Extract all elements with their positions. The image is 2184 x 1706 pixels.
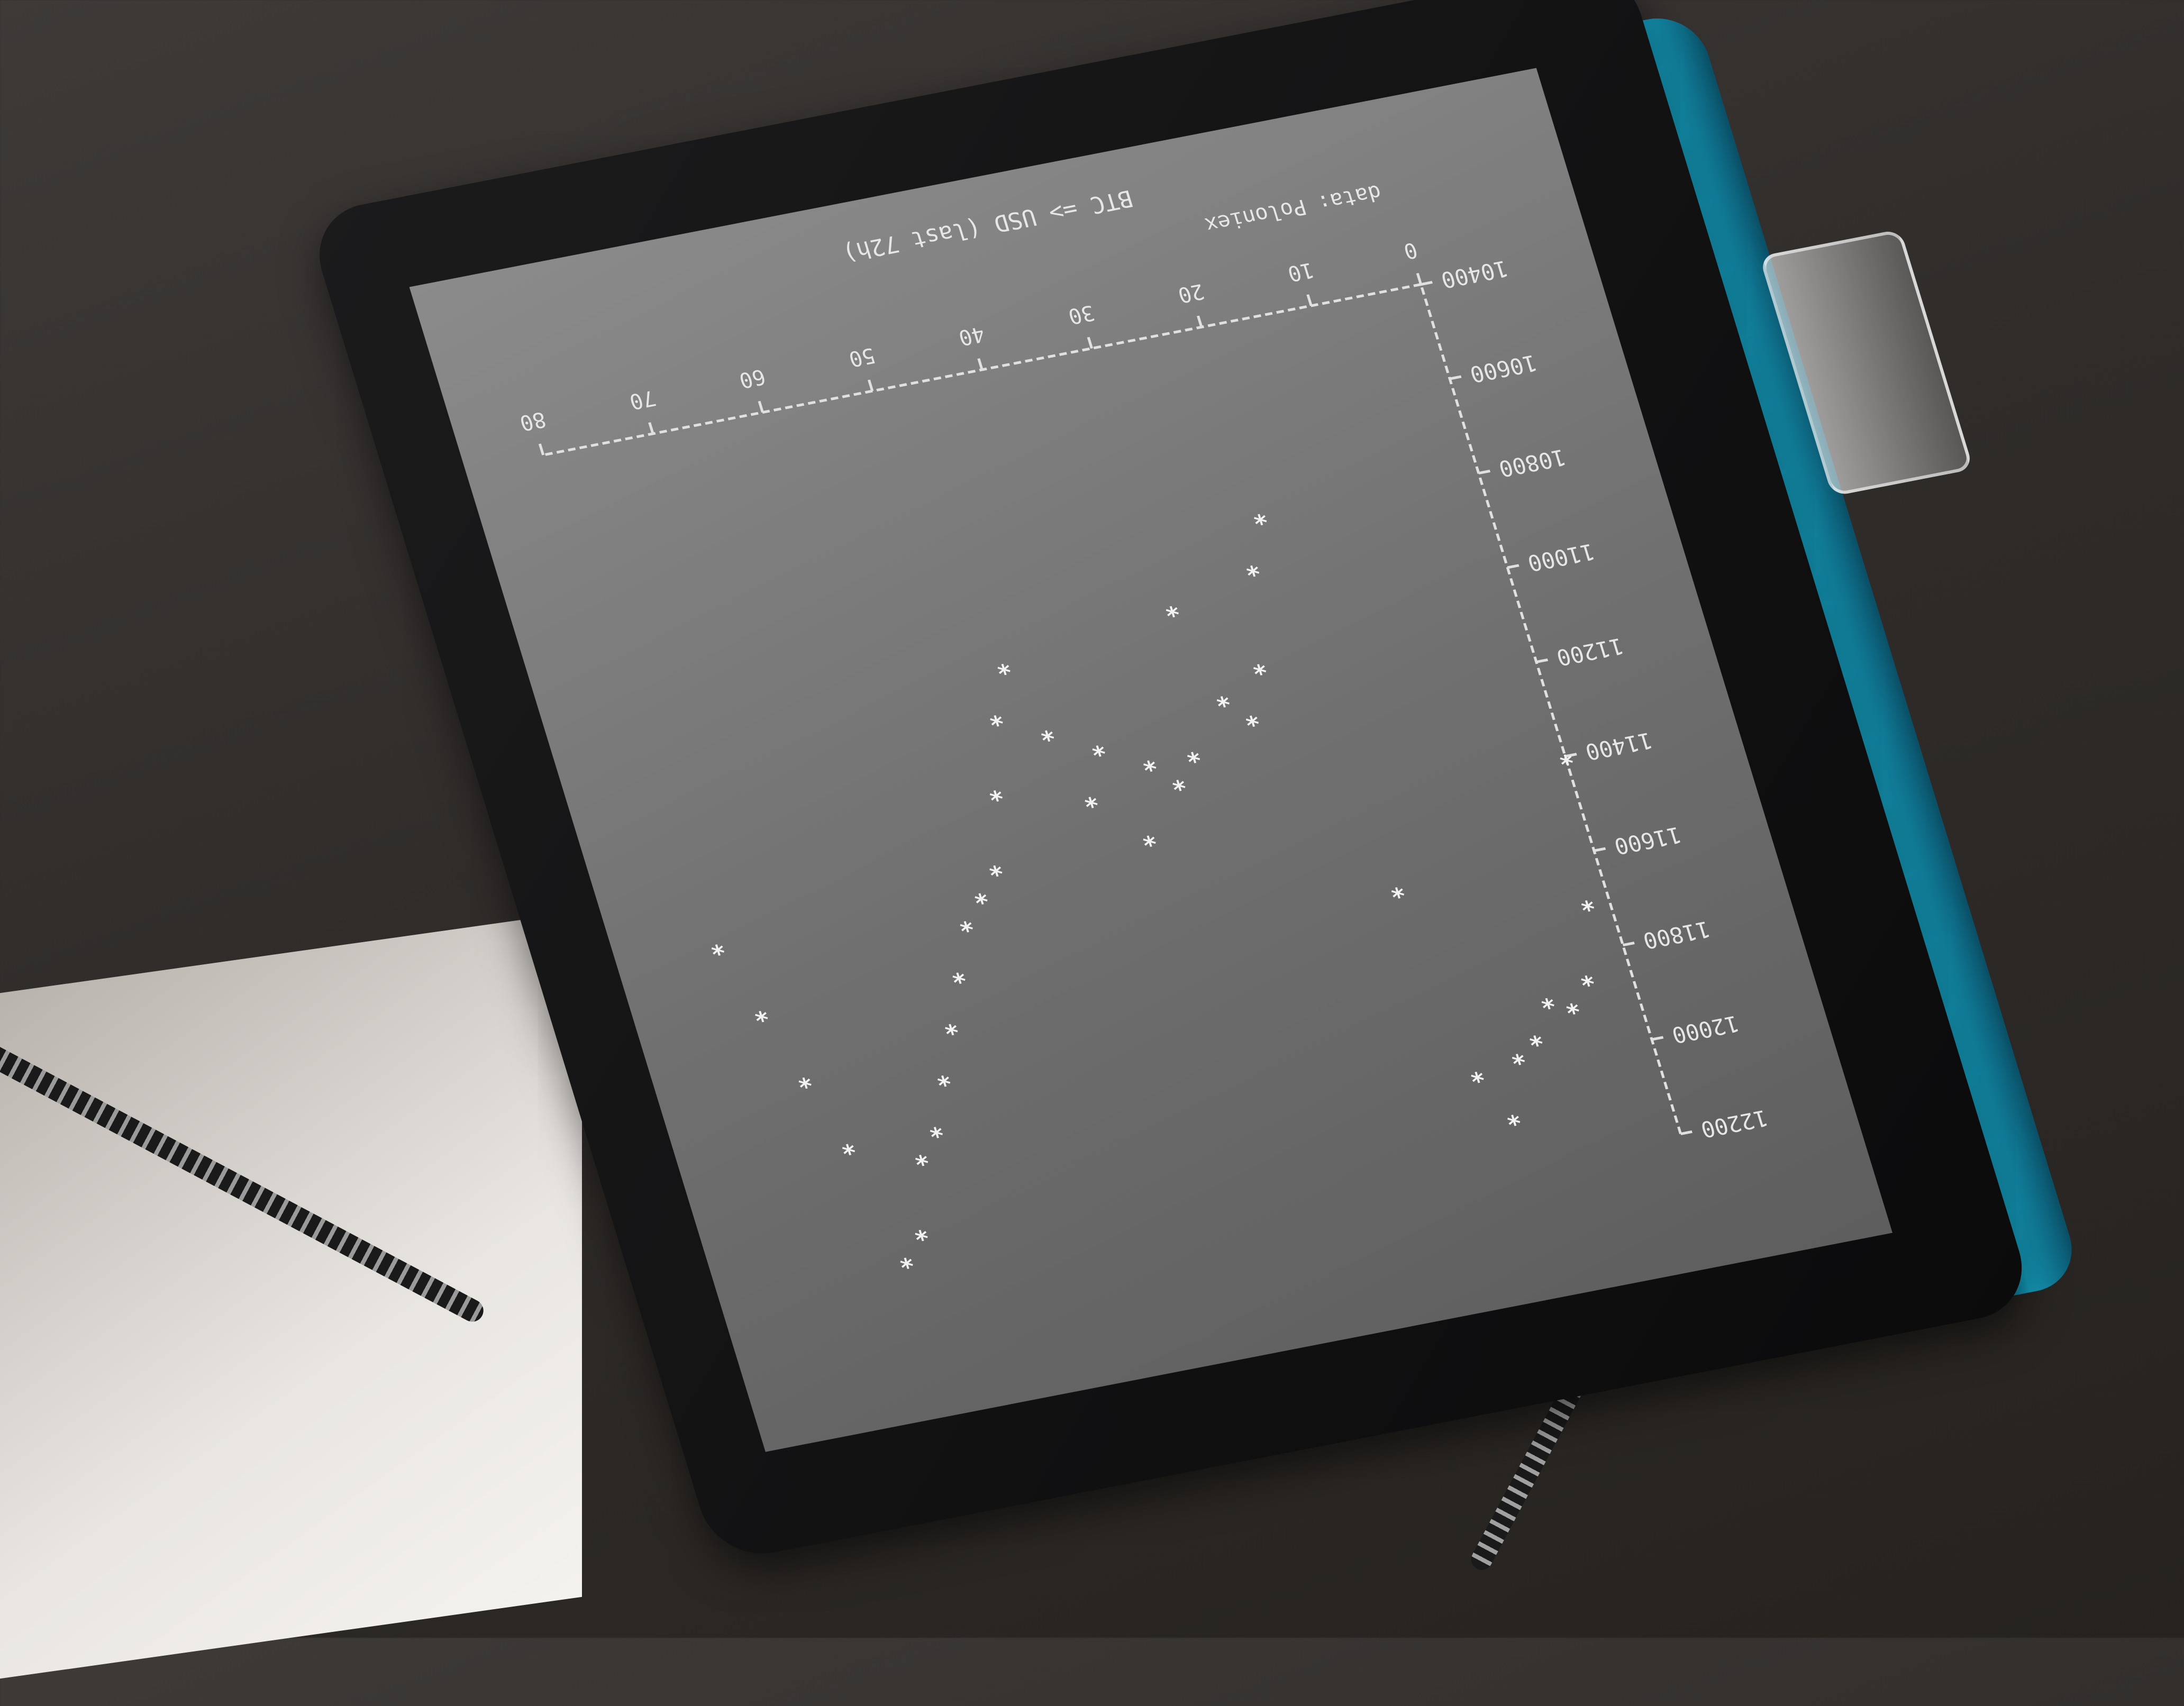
x-tick-label: 0 bbox=[1400, 238, 1420, 263]
data-point: * bbox=[1506, 1041, 1528, 1071]
data-point: * bbox=[1167, 767, 1189, 797]
y-axis-line bbox=[1419, 284, 1682, 1134]
x-tick-label: 10 bbox=[1285, 258, 1317, 286]
x-tick-mark bbox=[758, 400, 764, 413]
chart-axes bbox=[542, 283, 1682, 1134]
y-tick-label: 12200 bbox=[1698, 1105, 1771, 1143]
x-tick-mark bbox=[977, 358, 984, 370]
x-tick-mark bbox=[867, 379, 874, 391]
chart-source: data: Poloniex bbox=[1202, 180, 1384, 237]
y-tick-label: 11200 bbox=[1553, 633, 1626, 671]
display-bezel: 0 10 20 30 40 50 60 70 80 10400 10600 10800 11000 11… bbox=[305, 0, 2036, 1564]
y-tick-label: 11400 bbox=[1582, 727, 1655, 765]
data-point: * bbox=[931, 1062, 954, 1092]
x-tick-mark bbox=[1197, 315, 1203, 327]
data-point: * bbox=[836, 1130, 859, 1161]
data-point: * bbox=[1181, 738, 1204, 769]
data-point: * bbox=[894, 1244, 917, 1274]
data-point: * bbox=[939, 1011, 962, 1041]
data-point: * bbox=[1575, 887, 1598, 917]
y-tick-label: 11600 bbox=[1611, 822, 1684, 859]
background-wall bbox=[0, 911, 582, 1679]
data-point: * bbox=[749, 998, 771, 1028]
x-tick-label: 80 bbox=[517, 407, 549, 435]
y-tick-mark bbox=[1651, 1036, 1664, 1041]
data-point: * bbox=[909, 1142, 932, 1172]
x-tick-mark bbox=[1416, 273, 1423, 285]
data-point: * bbox=[1035, 717, 1058, 747]
y-tick-mark bbox=[1478, 469, 1491, 475]
data-point: * bbox=[705, 931, 728, 961]
data-point: * bbox=[1160, 593, 1182, 623]
chart-series: **************************************** bbox=[705, 501, 1598, 1275]
data-point: * bbox=[1079, 783, 1102, 814]
data-point: * bbox=[984, 852, 1006, 882]
data-point: * bbox=[1575, 962, 1598, 992]
x-tick-label: 70 bbox=[626, 386, 659, 414]
y-tick-mark bbox=[1507, 564, 1519, 569]
data-point: * bbox=[1385, 874, 1408, 904]
data-point: * bbox=[1247, 651, 1270, 681]
x-ticks: 0 10 20 30 40 50 60 70 80 bbox=[517, 238, 1423, 455]
data-point: * bbox=[969, 880, 991, 910]
data-point: * bbox=[1211, 683, 1233, 713]
data-point: * bbox=[1560, 990, 1583, 1020]
y-tick-label: 12000 bbox=[1669, 1010, 1742, 1048]
y-tick-mark bbox=[1622, 942, 1635, 947]
data-point: * bbox=[924, 1114, 947, 1144]
y-tick-label: 11000 bbox=[1525, 539, 1598, 576]
data-point: * bbox=[1240, 552, 1263, 582]
x-tick-label: 20 bbox=[1175, 279, 1207, 307]
data-point: * bbox=[1502, 1101, 1524, 1132]
data-point: * bbox=[991, 651, 1014, 681]
data-point: * bbox=[1535, 985, 1558, 1015]
y-tick-label: 10600 bbox=[1467, 350, 1540, 387]
x-tick-label: 50 bbox=[846, 343, 878, 371]
data-point: * bbox=[1248, 501, 1271, 531]
raspberry-pi-display: 0 10 20 30 40 50 60 70 80 10400 10600 10800 11000 11… bbox=[305, 0, 2184, 1706]
chart-title: BTC => USD (last 72h) bbox=[839, 185, 1136, 267]
data-point: * bbox=[1137, 747, 1160, 778]
x-tick-label: 60 bbox=[736, 364, 768, 392]
screen: 0 10 20 30 40 50 60 70 80 10400 10600 10800 11000 11… bbox=[409, 68, 1892, 1452]
y-tick-mark bbox=[1594, 847, 1606, 852]
y-tick-label: 11800 bbox=[1640, 916, 1713, 954]
data-point: * bbox=[984, 702, 1007, 732]
data-point: * bbox=[1465, 1059, 1488, 1089]
x-tick-label: 40 bbox=[956, 322, 988, 350]
y-tick-mark bbox=[1680, 1130, 1692, 1135]
ascii-chart: 0 10 20 30 40 50 60 70 80 10400 10600 10800 11000 11… bbox=[517, 180, 1771, 1275]
x-tick-mark bbox=[1306, 294, 1313, 306]
y-tick-mark bbox=[1536, 658, 1549, 663]
data-point: * bbox=[1554, 741, 1577, 771]
data-point: * bbox=[909, 1217, 932, 1247]
y-tick-mark bbox=[1449, 375, 1462, 380]
data-point: * bbox=[984, 777, 1006, 807]
data-point: * bbox=[1524, 1022, 1546, 1052]
y-ticks: 10400 10600 10800 11000 11200 11400 11600 11800… bbox=[1420, 256, 1771, 1143]
data-point: * bbox=[793, 1064, 815, 1094]
y-tick-label: 10800 bbox=[1496, 444, 1569, 482]
y-tick-label: 10400 bbox=[1438, 256, 1511, 293]
y-tick-mark bbox=[1564, 753, 1577, 758]
x-tick-mark bbox=[648, 422, 654, 434]
data-point: * bbox=[954, 908, 977, 938]
x-tick-mark bbox=[1087, 336, 1094, 349]
data-point: * bbox=[1086, 732, 1109, 762]
data-point: * bbox=[1137, 822, 1160, 852]
y-tick-mark bbox=[1420, 281, 1433, 286]
x-tick-label: 30 bbox=[1065, 300, 1097, 328]
data-point: * bbox=[947, 959, 969, 989]
x-tick-mark bbox=[538, 443, 545, 455]
data-point: * bbox=[1240, 703, 1262, 733]
